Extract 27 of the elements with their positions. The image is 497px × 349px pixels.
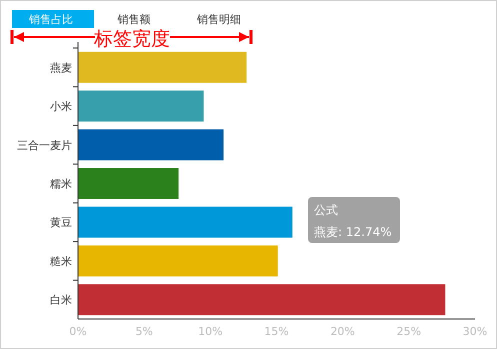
x-tick-label: 25% [396, 325, 422, 338]
x-tick-label: 5% [135, 325, 153, 338]
y-tick-label: 糯米 [50, 178, 72, 190]
bar [78, 168, 179, 199]
annotation: 标签宽度 [93, 28, 170, 50]
x-tick-label: 20% [330, 325, 355, 338]
bar [78, 206, 292, 238]
text: 销售占比 [28, 13, 73, 26]
bar [78, 52, 247, 83]
bar [78, 284, 446, 316]
x-tick-label: 0% [69, 325, 87, 338]
bar [78, 90, 204, 122]
y-tick-label: 小米 [50, 100, 72, 114]
text: 销售额 [116, 13, 150, 26]
x-tick-label: 15% [264, 325, 289, 338]
y-tick-label: 燕麦 [50, 61, 72, 74]
y-tick-label: 三合一麦片 [17, 138, 72, 152]
annotation: 燕麦: 12.74% [314, 225, 392, 239]
bar [78, 129, 224, 160]
x-tick-label: 30% [462, 325, 488, 338]
text: 销售明细 [196, 13, 241, 26]
y-tick-label: 糙米 [50, 254, 72, 268]
bar [78, 245, 278, 276]
annotation: 公式 [314, 203, 338, 217]
y-tick-label: 白米 [50, 294, 72, 307]
x-tick-label: 10% [198, 325, 223, 338]
y-tick-label: 黄豆 [50, 216, 72, 230]
